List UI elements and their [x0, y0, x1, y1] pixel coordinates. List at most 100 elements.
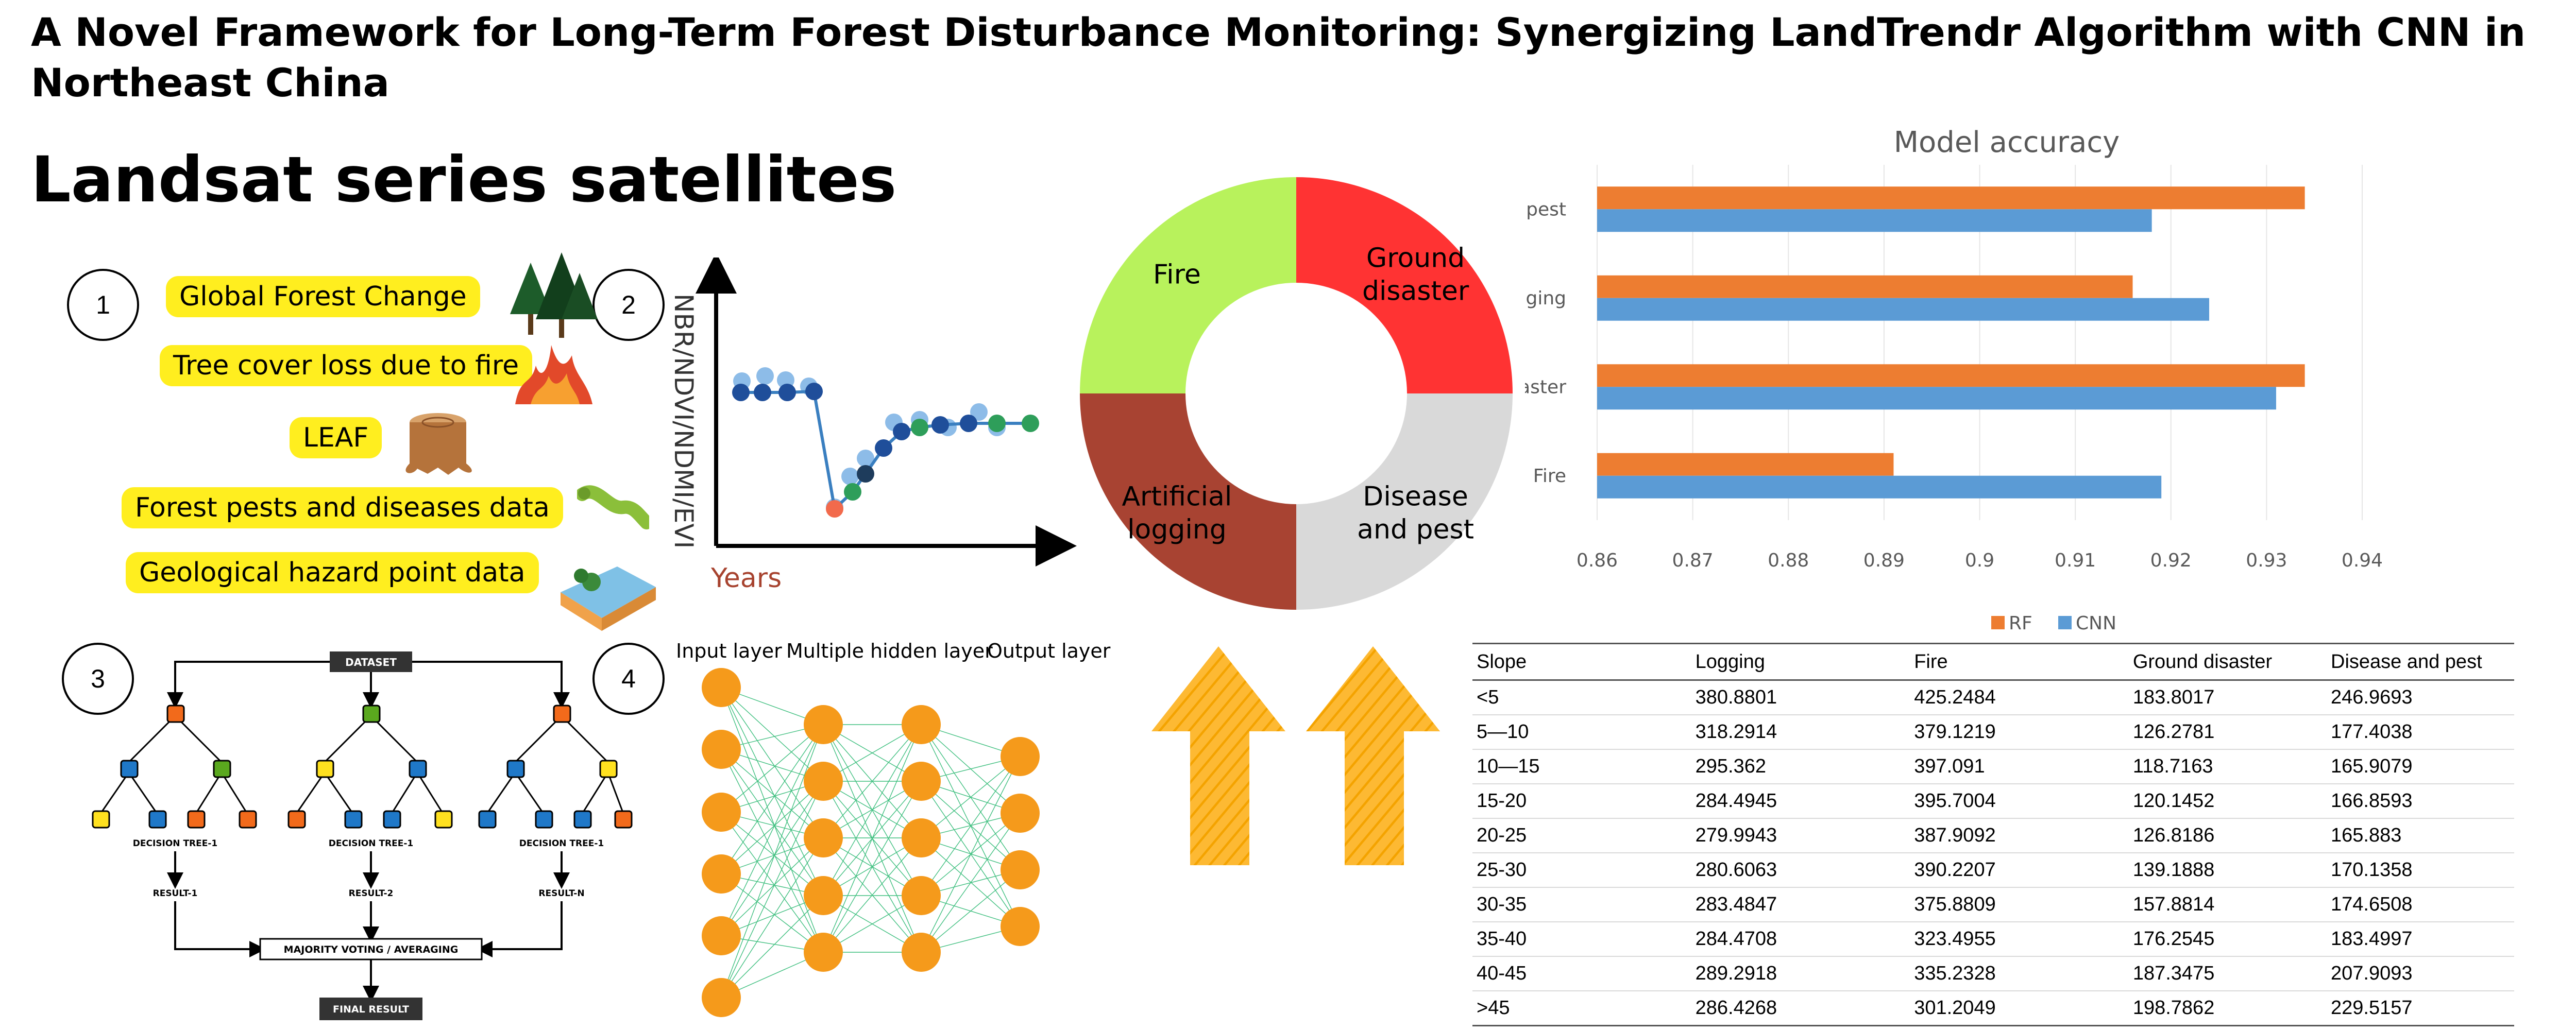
cnn-connection: [721, 781, 824, 874]
cnn-output-label: Output layer: [987, 640, 1111, 662]
donut-label: Fire: [1153, 259, 1201, 290]
cnn-connection: [721, 837, 824, 998]
table-cell: 183.8017: [2128, 680, 2327, 715]
cnn-connection: [721, 687, 824, 896]
cnn-connection: [721, 749, 824, 896]
final-result-label: FINAL RESULT: [333, 1004, 409, 1015]
table-cell: 177.4038: [2327, 715, 2514, 750]
poster-title: A Novel Framework for Long-Term Forest D…: [31, 9, 2526, 106]
cnn-connection: [921, 756, 1021, 838]
decision-tree-3: [478, 705, 633, 829]
table-cell: 170.1358: [2327, 853, 2514, 888]
table-cell: 301.2049: [1910, 991, 2129, 1026]
dataset-global-forest-change: Global Forest Change: [166, 276, 480, 317]
cnn-connection: [721, 837, 824, 936]
table-header-row: Slope Logging Fire Ground disaster Disea…: [1472, 643, 2514, 681]
table-row: 20-25 279.9943 387.9092 126.8186 165.883: [1472, 818, 2514, 853]
section-title: Landsat series satellites: [31, 143, 897, 216]
table-header-cell: Disease and pest: [2327, 643, 2514, 681]
donut-label: Artificial: [1122, 482, 1232, 512]
cnn-neuron: [804, 705, 843, 744]
wildfire-icon: [515, 345, 592, 404]
random-forest-diagram: DATASET DE: [92, 651, 633, 1020]
table-cell: 126.2781: [2128, 715, 2327, 750]
table-cell: 387.9092: [1910, 818, 2129, 853]
table-cell: 335.2328: [1910, 956, 2129, 991]
table-cell: 397.091: [1910, 749, 2129, 784]
landtrendr-trajectory-diagram: NBR/NDVI/NDMI/EVI Years: [669, 258, 1077, 594]
cnn-neuron: [804, 818, 843, 857]
table-cell: 246.9693: [2327, 680, 2514, 715]
cnn-connection: [823, 781, 922, 953]
bar-rf: [1597, 453, 1894, 476]
donut-segment: [1080, 177, 1296, 393]
x-tick-label: 0.87: [1672, 550, 1714, 571]
cnn-connection: [721, 873, 824, 953]
table-cell: <5: [1472, 680, 1691, 715]
table-cell: 25-30: [1472, 853, 1691, 888]
model-accuracy-chart: Model accuracy Disease and pest Artficial…: [1525, 126, 2383, 634]
cnn-neuron: [902, 876, 941, 915]
dataset-label: DATASET: [345, 656, 397, 668]
table-cell: 187.3475: [2128, 956, 2327, 991]
table-cell: 283.4847: [1691, 887, 1910, 922]
dataset-geological-hazard: Geological hazard point data: [126, 552, 539, 593]
table-cell: 139.1888: [2128, 853, 2327, 888]
dataset-tree-cover-loss-fire: Tree cover loss due to fire: [160, 345, 533, 386]
cnn-neuron: [702, 854, 741, 894]
table-cell: 390.2207: [1910, 853, 2129, 888]
table-cell: 279.9943: [1691, 818, 1910, 853]
trajectory-xlabel: Years: [710, 563, 782, 594]
step-3-badge: 3: [62, 643, 134, 715]
dataset-leaf: LEAF: [290, 417, 382, 458]
step-1-badge: 1: [67, 269, 139, 341]
table-row: 15-20 284.4945 395.7004 120.1452 166.8593: [1472, 784, 2514, 819]
cnn-neuron: [1001, 737, 1040, 776]
table-row: 30-35 283.4847 375.8809 157.8814 174.6508: [1472, 887, 2514, 922]
table-cell: 126.8186: [2128, 818, 2327, 853]
voting-box: [259, 938, 483, 960]
table-cell: 379.1219: [1910, 715, 2129, 750]
table-row: 25-30 280.6063 390.2207 139.1888 170.1358: [1472, 853, 2514, 888]
table-cell: 395.7004: [1910, 784, 2129, 819]
cnn-connection: [921, 756, 1021, 896]
x-tick-label: 0.89: [1863, 550, 1905, 571]
bar-cnn: [1597, 475, 2162, 499]
cnn-neuron: [902, 818, 941, 857]
cnn-neuron: [702, 978, 741, 1017]
table-cell: 10—15: [1472, 749, 1691, 784]
cnn-neuron: [804, 933, 843, 972]
cnn-neuron: [902, 705, 941, 744]
table-cell: 30-35: [1472, 887, 1691, 922]
category-label: Artficial logging: [1525, 288, 1566, 309]
cnn-neuron: [702, 916, 741, 955]
bar-rf: [1597, 275, 2133, 298]
dataset-box: [330, 651, 412, 672]
cnn-neuron: [1001, 907, 1040, 946]
final-result-box: [319, 998, 422, 1020]
table-cell: 5—10: [1472, 715, 1691, 750]
cnn-connection: [721, 724, 824, 998]
table-row: 10—15 295.362 397.091 118.7163 165.9079: [1472, 749, 2514, 784]
table-row: >45 286.4268 301.2049 198.7862 229.5157: [1472, 991, 2514, 1026]
table-row: 35-40 284.4708 323.4955 176.2545 183.4997: [1472, 922, 2514, 957]
cnn-diagram: Input layer Multiple hidden layer Output…: [676, 640, 1111, 1017]
cnn-neuron: [804, 876, 843, 915]
donut-segment: [1296, 177, 1513, 393]
category-label: Disease and pest: [1525, 199, 1566, 220]
table-cell: 15-20: [1472, 784, 1691, 819]
bar-rf: [1597, 364, 2305, 387]
cnn-connection: [721, 687, 824, 782]
x-tick-label: 0.9: [1965, 550, 1994, 571]
cnn-connection: [721, 749, 824, 838]
step-4-badge: 4: [592, 643, 665, 715]
cnn-neuron: [804, 762, 843, 801]
donut-label: and pest: [1357, 514, 1474, 545]
table-cell: 120.1452: [2128, 784, 2327, 819]
cnn-connection: [721, 724, 824, 813]
chart-title: Model accuracy: [1894, 126, 2120, 159]
forest-trees-icon: [510, 252, 598, 338]
category-label: Ground disaster: [1525, 376, 1566, 398]
cnn-connection: [721, 687, 824, 838]
